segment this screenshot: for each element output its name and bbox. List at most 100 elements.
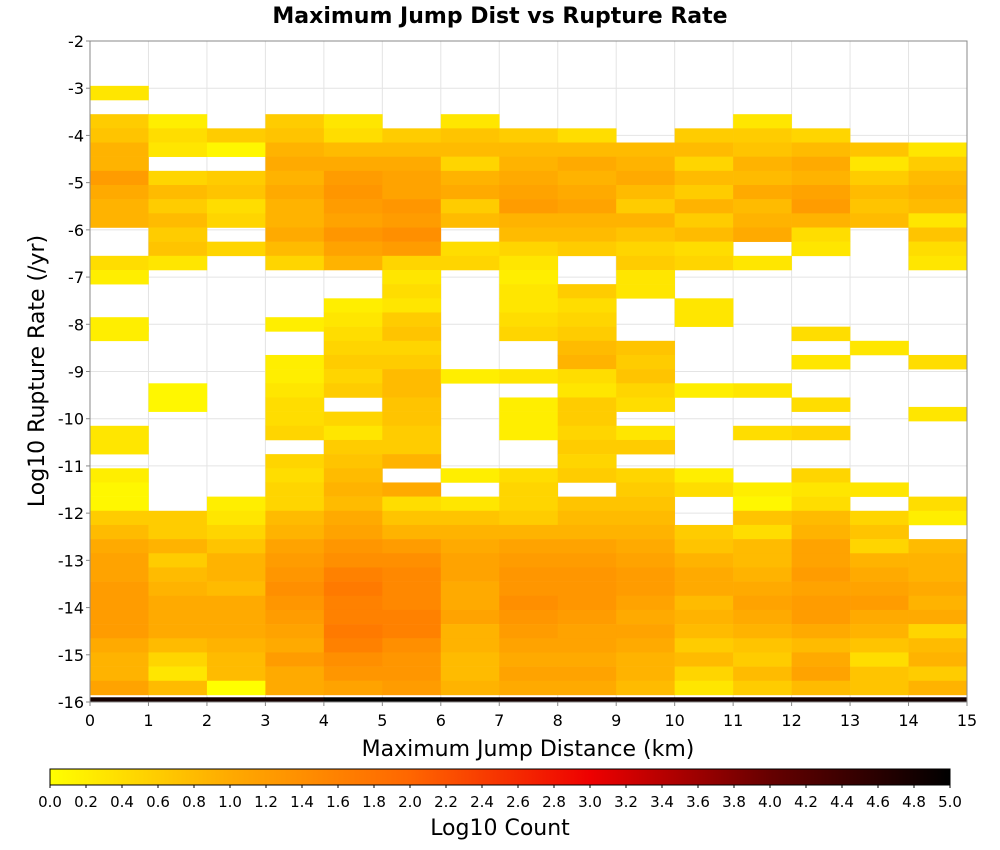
heatmap-cell bbox=[148, 185, 208, 200]
heatmap-cell bbox=[323, 482, 383, 497]
heatmap-cell bbox=[733, 142, 792, 157]
y-axis-ticks: -2 -3 -4 -5 -6 -7 -8 -9 -10 -11 -12 -13 -14 -15 -16 bbox=[58, 32, 90, 712]
heatmap-cell bbox=[850, 156, 909, 172]
heatmap-cell bbox=[90, 624, 149, 639]
heatmap-cell bbox=[674, 156, 734, 172]
heatmap-cell bbox=[791, 680, 851, 696]
heatmap-cell bbox=[323, 156, 383, 172]
colorbar-tick-label: 0.0 bbox=[38, 793, 62, 811]
heatmap-cell bbox=[499, 170, 559, 186]
heatmap-cell bbox=[616, 553, 675, 568]
heatmap-cell bbox=[616, 425, 675, 441]
heatmap-cell bbox=[206, 638, 266, 653]
y-tick-label: -11 bbox=[58, 457, 84, 476]
heatmap-cell bbox=[557, 595, 617, 611]
heatmap-cell bbox=[382, 652, 442, 667]
y-tick-label: -2 bbox=[68, 32, 84, 51]
heatmap-cell bbox=[499, 482, 559, 497]
colorbar-tick-label: 1.8 bbox=[362, 793, 386, 811]
heatmap-cell bbox=[323, 553, 383, 568]
heatmap-cell bbox=[90, 85, 149, 101]
heatmap-cell bbox=[382, 425, 442, 441]
heatmap-cell bbox=[265, 369, 325, 384]
heatmap-cell bbox=[90, 652, 149, 667]
y-tick-label: -4 bbox=[68, 126, 84, 145]
heatmap-cell bbox=[791, 666, 851, 682]
heatmap-cell bbox=[323, 510, 383, 526]
heatmap-cell bbox=[733, 185, 792, 200]
heatmap-cell bbox=[440, 539, 500, 554]
colorbar-tick-label: 0.8 bbox=[182, 793, 206, 811]
heatmap-cell bbox=[557, 170, 617, 186]
heatmap-cell bbox=[733, 255, 792, 271]
heatmap-cell bbox=[265, 510, 325, 526]
heatmap-cell bbox=[440, 595, 500, 611]
heatmap-cell bbox=[908, 496, 968, 512]
heatmap-cell bbox=[323, 369, 383, 384]
heatmap-cell bbox=[206, 680, 266, 696]
x-tick-label: 1 bbox=[143, 711, 153, 730]
heatmap-cell bbox=[557, 439, 617, 455]
x-tick-label: 10 bbox=[664, 711, 684, 730]
heatmap-cell bbox=[616, 666, 675, 682]
heatmap-cell bbox=[265, 697, 325, 703]
colorbar-tick-label: 3.8 bbox=[722, 793, 746, 811]
heatmap-cell bbox=[733, 482, 792, 497]
heatmap-cell bbox=[323, 524, 383, 540]
heatmap-cell bbox=[499, 241, 559, 257]
heatmap-cell bbox=[90, 425, 149, 441]
heatmap-cell bbox=[382, 326, 442, 342]
heatmap-cell bbox=[90, 697, 149, 703]
heatmap-cell bbox=[323, 468, 383, 483]
heatmap-cell bbox=[90, 114, 149, 129]
heatmap-cell bbox=[674, 468, 734, 483]
y-axis-label: Log10 Rupture Rate (/yr) bbox=[25, 235, 50, 507]
heatmap-cell bbox=[382, 199, 442, 214]
heatmap-cell bbox=[733, 624, 792, 639]
heatmap-cell bbox=[323, 539, 383, 554]
heatmap-cell bbox=[440, 142, 500, 157]
heatmap-cell bbox=[148, 581, 208, 597]
heatmap-cell bbox=[557, 624, 617, 639]
colorbar-tick-label: 3.0 bbox=[578, 793, 602, 811]
heatmap-cell bbox=[616, 170, 675, 186]
heatmap-cell bbox=[616, 369, 675, 384]
colorbar-tick-label: 2.4 bbox=[470, 793, 494, 811]
heatmap-cell bbox=[791, 697, 851, 703]
heatmap-cell bbox=[265, 638, 325, 653]
heatmap-cell bbox=[382, 624, 442, 639]
heatmap-cell bbox=[616, 539, 675, 554]
heatmap-cell bbox=[557, 581, 617, 597]
heatmap-cell bbox=[323, 454, 383, 469]
heatmap-cell bbox=[791, 581, 851, 597]
heatmap-cell bbox=[206, 199, 266, 214]
heatmap-cell bbox=[90, 581, 149, 597]
heatmap-cell bbox=[674, 666, 734, 682]
heatmap-cell bbox=[90, 510, 149, 526]
heatmap-cell bbox=[557, 185, 617, 200]
y-tick-label: -3 bbox=[68, 79, 84, 98]
heatmap-cell bbox=[90, 128, 149, 143]
heatmap-cell bbox=[791, 524, 851, 540]
heatmap-cell bbox=[206, 185, 266, 200]
colorbar-tick-label: 2.8 bbox=[542, 793, 566, 811]
heatmap-cell bbox=[850, 510, 909, 526]
heatmap-cell bbox=[616, 468, 675, 483]
heatmap-cell bbox=[382, 411, 442, 427]
heatmap-cell bbox=[850, 666, 909, 682]
heatmap-cell bbox=[265, 609, 325, 625]
heatmap-cell bbox=[557, 298, 617, 313]
heatmap-cell bbox=[557, 411, 617, 427]
heatmap-cell bbox=[382, 638, 442, 653]
y-tick-label: -9 bbox=[68, 363, 84, 382]
heatmap-cell bbox=[323, 312, 383, 327]
colorbar-tick-label: 1.6 bbox=[326, 793, 350, 811]
heatmap-cell bbox=[90, 553, 149, 568]
heatmap-cell bbox=[323, 114, 383, 129]
heatmap-cell bbox=[616, 524, 675, 540]
heatmap-cell bbox=[791, 496, 851, 512]
x-tick-label: 3 bbox=[260, 711, 270, 730]
heatmap-cell bbox=[148, 697, 208, 703]
heatmap-cell bbox=[850, 595, 909, 611]
heatmap-cell bbox=[499, 369, 559, 384]
